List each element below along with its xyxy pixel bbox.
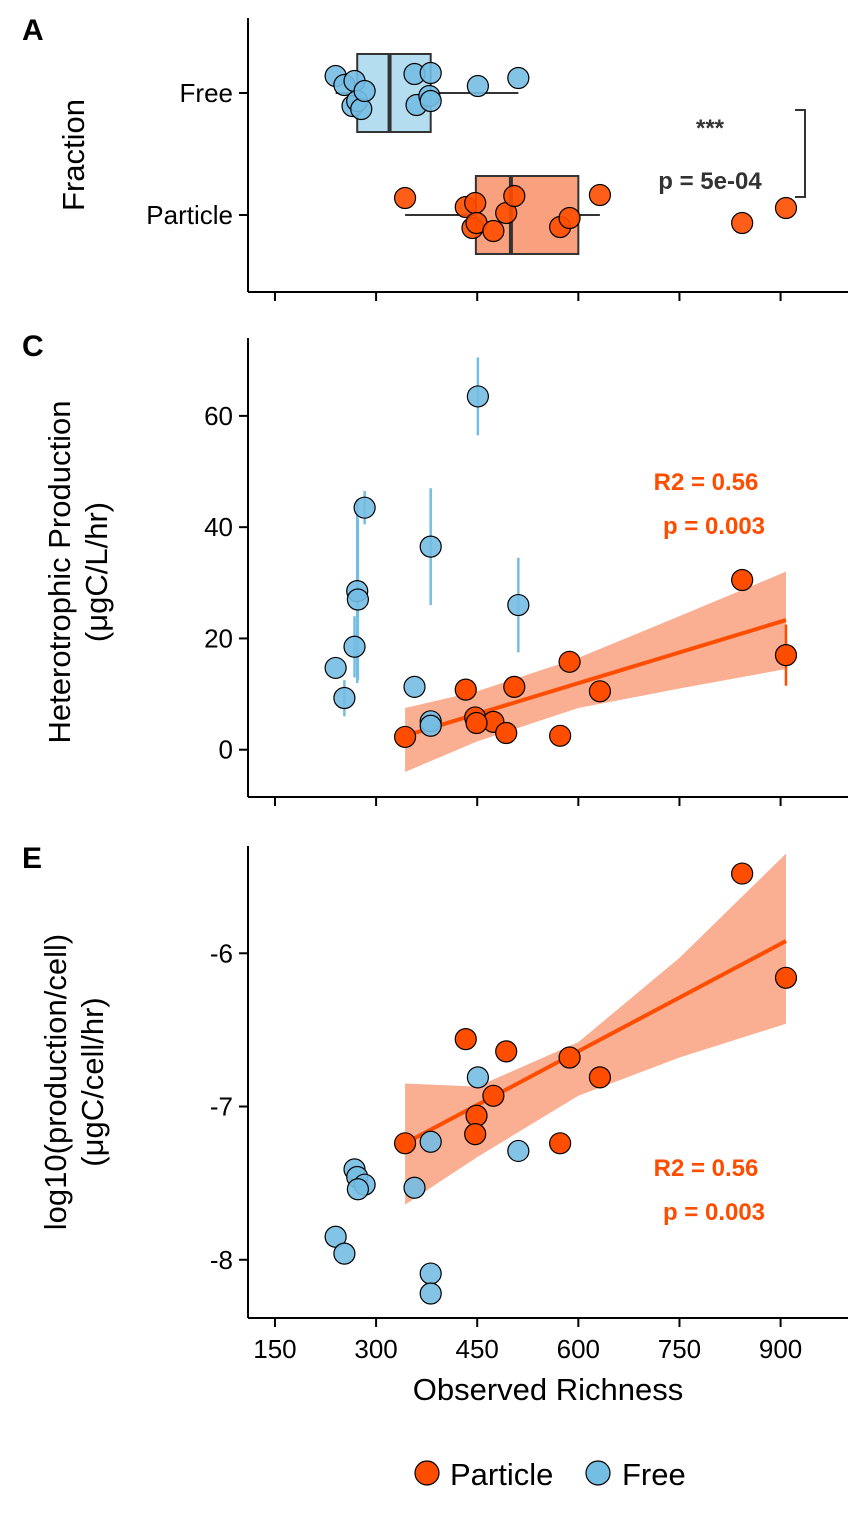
panel-c-plot: 0 20 40 60 [204,338,848,806]
box-point [350,97,373,121]
particle-point [393,725,417,749]
x-tick-label: 450 [456,1334,499,1364]
panel-c-p-value: p = 0.003 [663,513,765,540]
y-tick-label: -6 [210,938,233,968]
legend-label: Particle [450,1457,553,1492]
box-point [353,79,376,103]
particle-point [549,1132,572,1155]
particle-point [482,1084,505,1107]
panel-a-y-tick-label: Particle [146,200,233,230]
box-point [507,66,530,90]
panel-e-ylabel-line1: log10(production/cell) [38,934,73,1230]
box-point [419,61,442,85]
panel-a-ylabel: Fraction [56,99,91,211]
particle-point [454,1027,477,1051]
box-point [482,219,505,243]
box-point [464,191,487,215]
y-tick-label: 20 [204,623,233,653]
particle-point [731,568,754,592]
x-axis-title: Observed Richness [413,1372,684,1407]
particle-point [454,678,477,701]
box-point [393,186,417,210]
x-tick-label: 150 [253,1334,296,1364]
particle-point [558,650,581,673]
y-tick-label: 60 [204,401,233,431]
box-point [731,211,754,235]
panel-e-p-value: p = 0.003 [663,1199,765,1226]
panel-c-r2: R2 = 0.56 [654,469,759,496]
free-point [333,686,356,710]
free-point [419,1130,442,1153]
particle-point [588,1066,612,1089]
free-point [419,535,442,558]
x-tick-label: 600 [557,1334,600,1364]
box-point [558,206,581,230]
box-point [774,196,798,220]
confidence-band [405,853,786,1205]
particle-point [774,966,798,989]
particle-point [558,1046,581,1069]
y-tick-label: 40 [204,512,233,542]
x-tick-label: 750 [658,1334,701,1364]
significance-stars: *** [696,115,725,142]
free-point [343,635,366,658]
x-tick-label: 900 [759,1334,802,1364]
legend-swatch [585,1460,611,1486]
panel-e-ylabel-line2: (μgC/cell/hr) [75,997,110,1166]
particle-point [549,724,572,747]
particle-point [393,1132,417,1155]
free-point [419,1262,442,1285]
particle-point [465,1104,488,1127]
free-point [507,593,530,617]
legend-swatch [414,1460,440,1486]
particle-point [465,711,488,735]
confidence-band [405,571,786,772]
particle-point [588,680,612,703]
panel-e-r2: R2 = 0.56 [654,1155,759,1182]
panel-letter-c: C [22,330,44,363]
significance-bracket [795,109,806,198]
panel-a-y-tick-label: Free [180,78,233,108]
panel-a-plot: Free Particle [146,18,848,301]
panel-c-ylabel-line2: (μgC/L/hr) [79,502,114,642]
box-point [419,89,442,113]
particle-point [503,675,526,698]
box-point [466,74,489,98]
free-point [419,714,442,737]
y-tick-label: 0 [219,735,233,765]
y-tick-label: -8 [210,1245,233,1275]
particle-point [774,644,798,667]
box-point [503,184,526,208]
y-tick-label: -7 [210,1092,233,1122]
free-point [403,675,426,698]
free-point [324,656,347,680]
legend: Particle Free [414,1457,686,1492]
panel-c-ylabel-line1: Heterotrophic Production [42,401,77,744]
free-point [353,496,376,519]
panel-e-plot: -6 -7 -8 [210,846,848,1327]
free-point [507,1139,530,1163]
free-point [466,1066,489,1089]
particle-point [495,721,518,745]
x-tick-label: 300 [354,1334,397,1364]
free-point [346,588,369,611]
panel-letter-a: A [22,14,44,47]
particle-point [495,1040,518,1063]
free-point [333,1242,356,1265]
free-point [466,385,489,408]
particle-point [731,862,754,885]
free-point [346,1178,369,1201]
free-point [419,1282,442,1305]
legend-label: Free [622,1457,686,1492]
panel-a-p-value: p = 5e-04 [658,168,762,195]
x-axis: 150 300 450 600 750 900 [253,1334,802,1364]
free-point [403,1176,426,1199]
particle-point [464,1123,487,1146]
panel-letter-e: E [22,842,42,875]
panel-a-annotation: *** p = 5e-04 [658,109,806,198]
box-point [588,183,612,207]
